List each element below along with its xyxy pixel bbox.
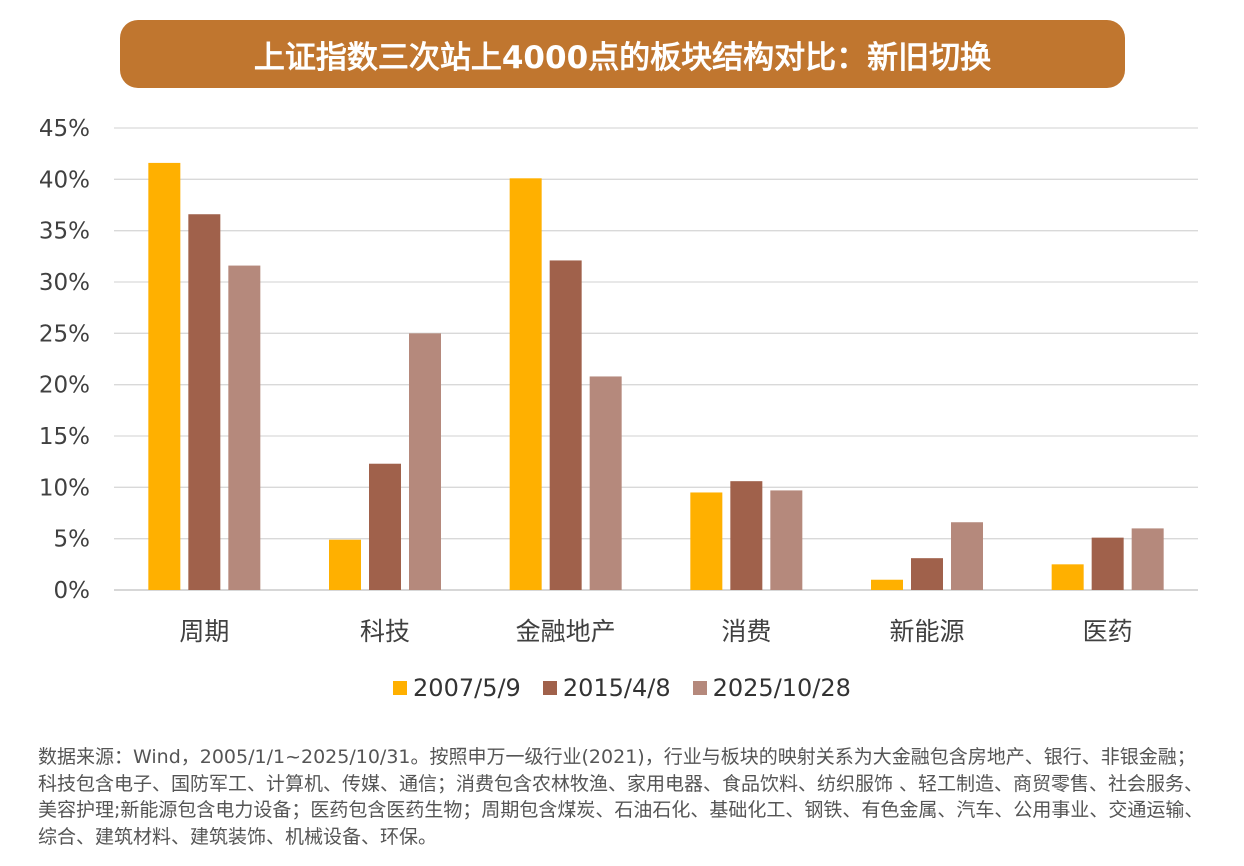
bar [1051,564,1084,590]
x-category-label: 周期 [179,617,229,646]
y-tick-label: 20% [39,373,90,399]
bar [1091,537,1124,590]
bar [509,178,542,590]
y-tick-label: 45% [39,116,90,142]
legend-swatch-2007 [393,681,408,695]
y-tick-label: 40% [39,167,90,193]
bar [409,333,441,590]
legend: 2007/5/9 2015/4/8 2025/10/28 [0,674,1244,702]
legend-swatch-2015 [542,681,557,695]
y-tick-label: 5% [54,527,91,553]
legend-label-2007: 2007/5/9 [413,674,521,702]
y-tick-label: 0% [54,578,91,604]
bar [730,481,763,590]
chart-title: 上证指数三次站上4000点的板块结构对比：新旧切换 [253,39,992,76]
x-category-label: 消费 [721,617,771,646]
bar [951,522,983,590]
y-tick-label: 30% [39,270,90,296]
legend-swatch-2025 [692,681,707,695]
bar [589,376,622,590]
legend-label-2015: 2015/4/8 [562,674,671,702]
y-tick-label: 15% [39,424,90,450]
chart-title-banner: 上证指数三次站上4000点的板块结构对比：新旧切换 [120,20,1125,88]
bar [1131,528,1164,590]
x-category-label: 金融地产 [516,617,616,646]
bar [228,265,261,590]
x-category-label: 新能源 [889,617,964,646]
legend-item-2015: 2015/4/8 [542,674,671,702]
bar [911,558,943,590]
bar-chart: 0% 5% 10% 15% 20% 25% 30% 35% 40% 45% 周期 科技 金融地产 消费 新能… [39,116,1198,646]
source-note: 数据来源：Wind，2005/1/1~2025/10/31。按照申万一级行业(2… [38,746,1204,848]
y-tick-label: 35% [39,219,90,245]
bar [329,539,361,590]
x-category-label: 科技 [360,617,410,646]
bar [369,463,401,590]
y-tick-label: 10% [39,475,90,501]
legend-item-2007: 2007/5/9 [393,674,521,702]
legend-label-2025: 2025/10/28 [712,674,851,702]
y-tick-label: 25% [39,321,90,347]
bar [188,214,221,590]
bar [770,490,803,590]
bar [690,492,723,590]
legend-item-2025: 2025/10/28 [692,674,851,702]
bar [549,260,582,590]
bar [871,579,903,590]
bar [148,162,181,590]
x-category-label: 医药 [1083,617,1133,646]
